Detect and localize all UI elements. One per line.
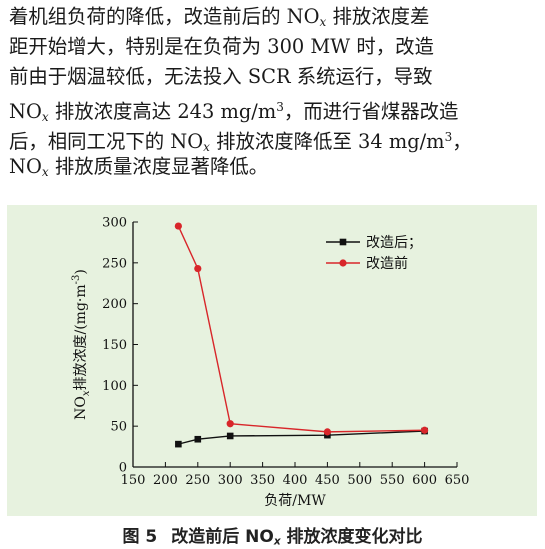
paragraph-text-run: ，而进行省煤器改造 [283,100,459,124]
paragraph-text-run: 3 [444,130,453,144]
data-point [421,426,429,434]
chart-legend: 改造后； 改造前 [326,235,422,272]
chart-axis-labels: 负荷/MW NOx排放浓度/(mg·m-3) [71,269,326,509]
x-tick-label: 650 [445,473,470,488]
paragraph-text-run: ， [452,130,472,154]
paragraph-text-run: 排放浓度降低至 34 mg/m [209,130,445,154]
paragraph-line: 着机组负荷的降低，改造前后的 NOx 排放浓度差 [9,2,539,32]
x-tick-label: 300 [218,473,243,488]
legend-label: 改造后； [366,235,422,251]
paragraph-line: NOx 排放浓度高达 243 mg/m3，而进行省煤器改造 [9,92,539,125]
legend-label: 改造前 [366,255,408,272]
paragraph-line: 距开始增大，特别是在负荷为 300 MW 时，改造 [9,32,539,62]
y-tick-label: 150 [102,338,127,353]
paragraph-text-run: x [41,110,49,125]
paragraph-line: NOx 排放质量浓度显著降低。 [9,152,539,182]
paragraph-text-run: NO [9,100,42,124]
data-point [194,435,202,443]
y-tick-label: 250 [102,256,127,271]
legend-marker [339,259,347,267]
x-tick-label: 400 [283,473,308,488]
caption-text-before: 改造前后 NO [171,527,274,547]
y-tick-label: 50 [110,420,127,435]
y-axis-label-part: x [81,390,92,396]
legend-marker [339,238,347,246]
figure-background [7,205,537,516]
y-tick-label: 300 [102,216,127,231]
chart-ticks: 150 200 250 300 350 400 450 500 550 600 650 0 50 100 1… [102,216,469,489]
nox-emission-chart: 150 200 250 300 350 400 450 500 550 600 650 0 50 100 1… [71,216,469,510]
y-axis-label-part: NO [73,396,89,420]
caption-text-after: 排放浓度变化对比 [280,527,423,547]
data-point [175,440,182,448]
data-point [194,264,202,273]
x-tick-label: 200 [153,473,178,488]
data-point [226,432,234,440]
caption-subscript: x [273,535,281,548]
x-tick-label: 150 [121,473,146,488]
x-tick-label: 450 [315,473,340,488]
x-tick-label: 350 [250,473,275,488]
x-axis-label: 负荷/MW [264,493,326,509]
y-axis-label-part: 排放浓度/(mg·m [73,284,89,390]
paragraph-text-run: 排放浓度差 [326,5,430,28]
paragraph-text-run: 排放浓度高达 243 mg/m [48,100,277,124]
paragraph-text-run: x [203,140,210,155]
y-axis-label-part: -3 [71,275,82,285]
data-point [174,222,182,230]
paragraph-text-run: x [41,165,49,179]
y-tick-label: 200 [102,297,127,312]
data-point [323,428,331,436]
x-tick-label: 500 [347,473,372,488]
body-paragraph: 着机组负荷的降低，改造前后的 NOx 排放浓度差 距开始增大，特别是在负荷为 30… [9,2,539,182]
y-tick-label: 100 [102,379,127,394]
paragraph-text-run: 3 [276,100,284,114]
paragraph-text-run: 着机组负荷的降低，改造前后的 NO [9,5,320,28]
paragraph-text-run: 距开始增大，特别是在负荷为 300 MW 时，改造 [9,35,434,58]
figure-number: 图 5 [122,527,158,547]
y-tick-label: 0 [119,461,127,476]
data-point [226,420,234,428]
figure-caption: 图 5 改造前后 NOx 排放浓度变化对比 [0,522,545,548]
paragraph-line: 后，相同工况下的 NOx 排放浓度降低至 34 mg/m3， [9,122,539,155]
paragraph-text-run: 排放质量浓度显著降低。 [48,155,269,178]
y-axis-label-part: ) [73,269,89,274]
x-tick-label: 600 [412,473,437,488]
paragraph-text-run: 前由于烟温较低，无法投入 SCR 系统运行，导致 [9,65,433,88]
paragraph-line: 前由于烟温较低，无法投入 SCR 系统运行，导致 [9,62,539,92]
x-tick-label: 550 [380,473,405,488]
series-line [178,430,425,445]
paragraph-text-run: NO [9,155,42,178]
paragraph-text-run: x [319,15,327,29]
y-axis-label: NOx排放浓度/(mg·m-3) [71,269,92,420]
paragraph-text-run: 后，相同工况下的 NO [9,130,204,154]
chart-series [174,222,429,448]
x-tick-label: 250 [185,473,210,488]
